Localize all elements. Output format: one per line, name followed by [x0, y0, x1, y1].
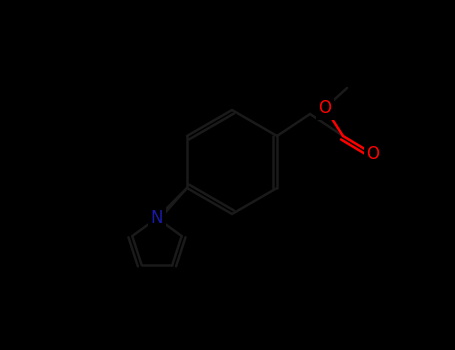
Text: N: N: [151, 209, 163, 227]
Text: O: O: [318, 99, 332, 117]
Text: O: O: [367, 145, 379, 163]
